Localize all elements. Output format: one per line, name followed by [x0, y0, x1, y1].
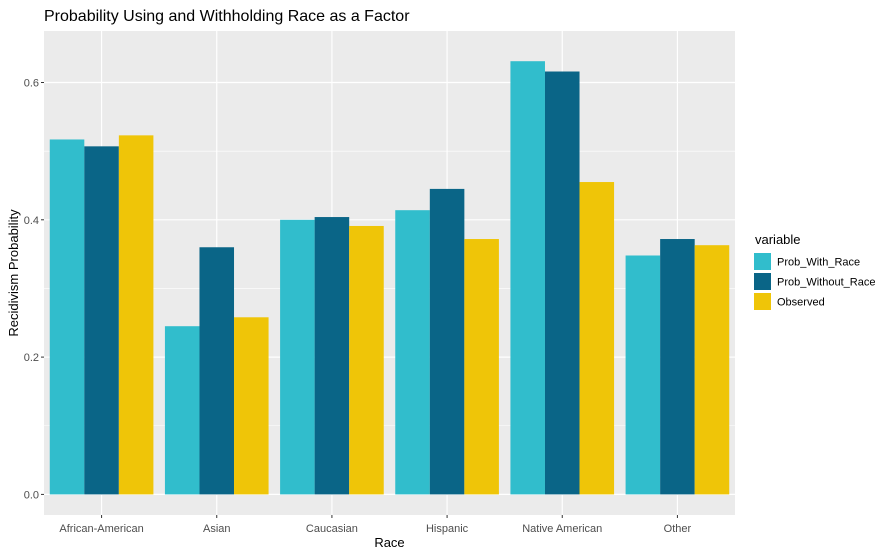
bar-observed-african-american — [118, 135, 154, 495]
bar-prob-without-race-caucasian — [314, 217, 350, 495]
legend-label-observed: Observed — [777, 297, 825, 309]
x-axis: African-American Asian Caucasian Hispanic Na… — [59, 515, 692, 535]
bar-observed-other — [694, 245, 730, 495]
legend-key-prob-with-race — [754, 253, 771, 270]
bar-prob-with-race-caucasian — [280, 219, 315, 495]
minor-gridlines — [44, 150, 735, 427]
bar-prob-without-race-hispanic — [429, 188, 465, 495]
bar-prob-without-race-native-american — [544, 71, 580, 495]
y-axis: 0.0 0.2 0.4 0.6 — [24, 77, 44, 501]
x-tick-label: Hispanic — [426, 523, 469, 535]
x-tick-label: Caucasian — [306, 523, 358, 535]
bar-observed-hispanic — [464, 239, 499, 495]
y-tick-label: 0.2 — [24, 352, 39, 364]
y-tick-label: 0.6 — [24, 77, 39, 89]
bar-prob-without-race-other — [660, 239, 695, 495]
chart-title: Probability Using and Withholding Race a… — [44, 8, 410, 25]
bar-observed-native-american — [579, 182, 615, 495]
x-tick-label: African-American — [59, 523, 143, 535]
bar-prob-without-race-african-american — [84, 146, 119, 495]
bar-prob-with-race-african-american — [49, 139, 85, 495]
y-tick-label: 0.4 — [24, 215, 39, 227]
y-tick-label: 0.0 — [24, 489, 39, 501]
y-axis-title: Recidivism Probability — [6, 209, 21, 337]
bar-observed-asian — [234, 317, 269, 495]
legend-label-prob-without-race: Prob_Without_Race — [777, 277, 875, 289]
legend-title: variable — [755, 232, 801, 247]
legend: variable Prob_With_Race Prob_Without_Race… — [754, 232, 875, 310]
bar-prob-with-race-asian — [164, 326, 200, 495]
bar-prob-with-race-hispanic — [395, 210, 430, 495]
bar-prob-without-race-asian — [199, 247, 235, 495]
legend-label-prob-with-race: Prob_With_Race — [777, 257, 860, 269]
bar-prob-with-race-other — [625, 255, 661, 495]
legend-key-observed — [754, 293, 771, 310]
bar-prob-with-race-native-american — [510, 61, 545, 495]
x-tick-label: Asian — [203, 523, 231, 535]
legend-key-prob-without-race — [754, 273, 771, 290]
bars — [49, 61, 730, 495]
legend-items: Prob_With_Race Prob_Without_Race Observed — [754, 253, 875, 310]
x-tick-label: Other — [664, 523, 692, 535]
plot-panel — [44, 31, 735, 515]
x-tick-label: Native American — [522, 523, 602, 535]
x-axis-title: Race — [374, 535, 404, 550]
bar-observed-caucasian — [349, 225, 384, 495]
